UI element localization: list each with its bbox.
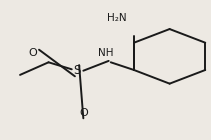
Text: O: O	[79, 108, 88, 118]
Text: S: S	[73, 64, 81, 77]
Text: NH: NH	[98, 48, 113, 58]
Text: O: O	[28, 48, 37, 58]
Text: H₂N: H₂N	[107, 13, 127, 23]
